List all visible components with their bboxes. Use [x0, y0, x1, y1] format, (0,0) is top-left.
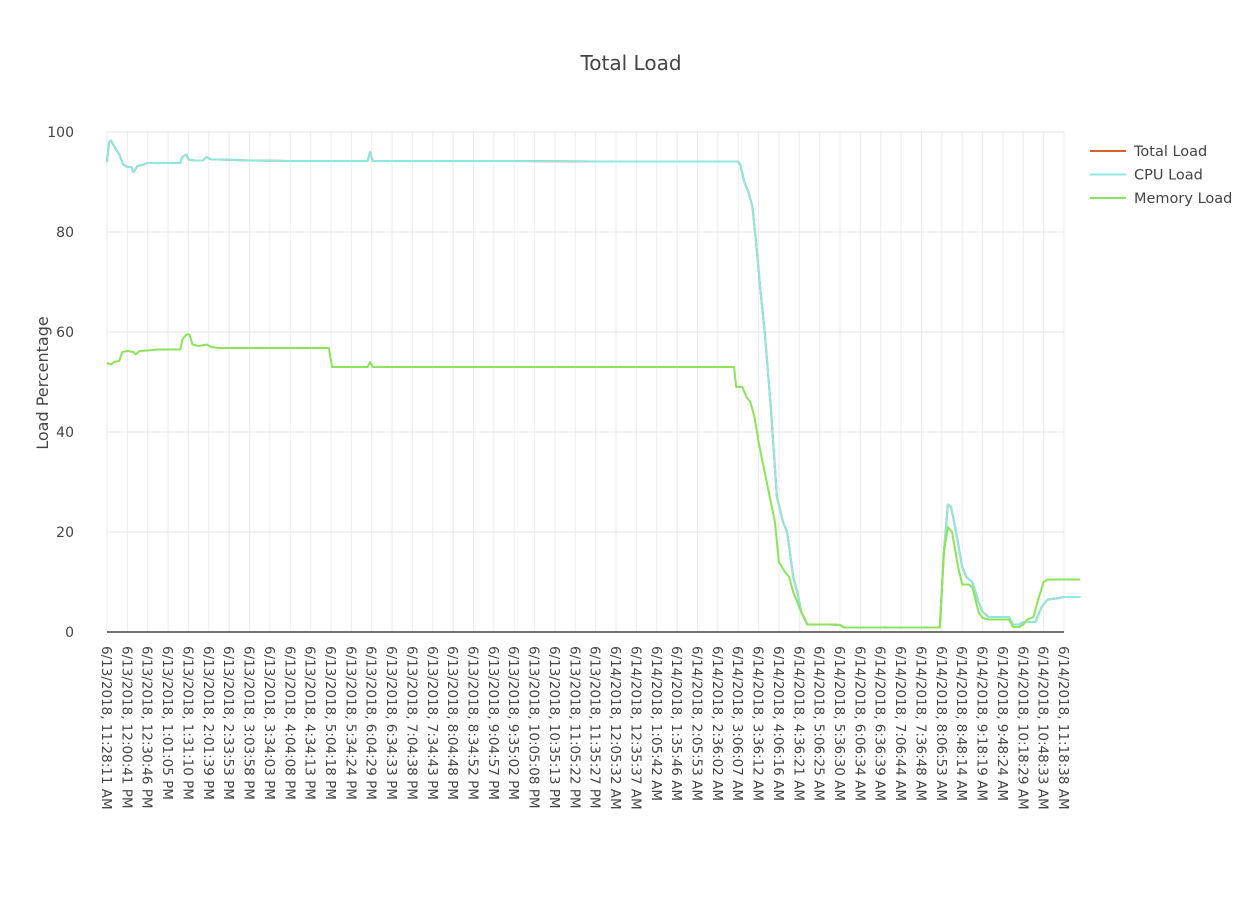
x-tick-label: 6/14/2018, 8:06:53 AM: [933, 646, 949, 801]
y-tick-label: 100: [47, 125, 74, 141]
x-tick-label: 6/13/2018, 2:01:39 PM: [200, 646, 216, 800]
x-tick-label: 6/13/2018, 11:28:11 AM: [98, 646, 114, 810]
x-tick-label: 6/13/2018, 1:01:05 PM: [159, 646, 175, 800]
x-tick-label: 6/13/2018, 12:00:41 PM: [118, 646, 134, 809]
x-tick-label: 6/13/2018, 9:35:02 PM: [505, 646, 521, 800]
legend-label-memory-load: Memory Load: [1134, 191, 1232, 207]
x-tick-label: 6/14/2018, 9:48:24 AM: [994, 646, 1010, 801]
x-tick-label: 6/14/2018, 11:18:38 AM: [1055, 646, 1071, 810]
x-tick-label: 6/14/2018, 5:06:25 AM: [811, 646, 827, 801]
legend-label-cpu-load: CPU Load: [1134, 168, 1203, 184]
x-tick-label: 6/13/2018, 9:04:57 PM: [485, 646, 501, 800]
x-tick-label: 6/14/2018, 7:06:44 AM: [892, 646, 908, 801]
x-tick-label: 6/13/2018, 11:35:27 PM: [587, 646, 603, 809]
x-tick-label: 6/13/2018, 4:04:08 PM: [281, 646, 297, 800]
x-tick-label: 6/14/2018, 6:36:39 AM: [872, 646, 888, 801]
y-tick-label: 40: [56, 425, 74, 441]
legend-label-total-load: Total Load: [1133, 144, 1207, 160]
x-tick-label: 6/14/2018, 3:06:07 AM: [729, 646, 745, 801]
series-line-memory-load: [106, 333, 1081, 629]
x-tick-label: 6/13/2018, 4:34:13 PM: [302, 646, 318, 800]
x-tick-label: 6/13/2018, 11:05:22 PM: [566, 646, 582, 809]
x-tick-label: 6/14/2018, 12:35:37 AM: [627, 646, 643, 810]
x-tick-label: 6/14/2018, 10:48:33 AM: [1035, 646, 1051, 810]
x-tick-label: 6/14/2018, 5:36:30 AM: [831, 646, 847, 801]
x-tick-label: 6/14/2018, 3:36:12 AM: [750, 646, 766, 801]
x-tick-label: 6/14/2018, 1:35:46 AM: [668, 646, 684, 801]
y-tick-label: 60: [56, 325, 74, 341]
x-tick-label: 6/13/2018, 6:34:33 PM: [383, 646, 399, 800]
y-tick-label: 80: [56, 225, 74, 241]
series-line-total-load: [106, 139, 1081, 629]
y-axis-title: Load Percentage: [33, 316, 52, 449]
y-tick-label: 20: [56, 525, 74, 541]
series-lines: [106, 139, 1081, 629]
x-tick-label: 6/14/2018, 12:05:32 AM: [607, 646, 623, 810]
x-tick-label: 6/14/2018, 1:05:42 AM: [648, 646, 664, 801]
grid-lines: [106, 131, 1065, 632]
x-tick-label: 6/14/2018, 8:48:14 AM: [953, 646, 969, 801]
x-tick-label: 6/13/2018, 8:34:52 PM: [465, 646, 481, 800]
x-tick-label: 6/13/2018, 7:04:38 PM: [403, 646, 419, 800]
x-tick-label: 6/13/2018, 5:04:18 PM: [322, 646, 338, 800]
x-tick-label: 6/13/2018, 10:35:13 PM: [546, 646, 562, 809]
x-tick-label: 6/14/2018, 2:36:02 AM: [709, 646, 725, 801]
x-tick-label: 6/14/2018, 6:06:34 AM: [851, 646, 867, 801]
x-tick-label: 6/14/2018, 2:05:53 AM: [688, 646, 704, 801]
series-line-cpu-load: [106, 139, 1081, 629]
x-tick-label: 6/13/2018, 3:34:03 PM: [261, 646, 277, 800]
x-tick-label: 6/13/2018, 2:33:53 PM: [220, 646, 236, 800]
x-tick-label: 6/13/2018, 3:03:58 PM: [241, 646, 257, 800]
x-tick-label: 6/14/2018, 9:18:19 AM: [974, 646, 990, 801]
x-tick-label: 6/13/2018, 1:31:10 PM: [179, 646, 195, 800]
x-tick-label: 6/14/2018, 7:36:48 AM: [912, 646, 928, 801]
x-tick-label: 6/13/2018, 12:30:46 PM: [139, 646, 155, 809]
x-tick-label: 6/14/2018, 4:36:21 AM: [790, 646, 806, 801]
x-tick-label: 6/14/2018, 4:06:16 AM: [770, 646, 786, 801]
chart-title: Total Load: [579, 51, 681, 75]
legend[interactable]: Total Load CPU Load Memory Load: [1090, 144, 1232, 207]
x-tick-label: 6/13/2018, 8:04:48 PM: [444, 646, 460, 800]
x-axis-tick-labels: 6/13/2018, 11:28:11 AM 6/13/2018, 12:00:4…: [98, 646, 1071, 810]
y-tick-label: 0: [65, 625, 74, 641]
x-tick-label: 6/13/2018, 6:04:29 PM: [363, 646, 379, 800]
y-axis-tick-labels: 0 20 40 60 80 100: [47, 125, 74, 641]
x-tick-label: 6/13/2018, 7:34:43 PM: [424, 646, 440, 800]
x-tick-label: 6/14/2018, 10:18:29 AM: [1014, 646, 1030, 810]
x-tick-label: 6/13/2018, 5:34:24 PM: [342, 646, 358, 800]
x-tick-label: 6/13/2018, 10:05:08 PM: [526, 646, 542, 809]
